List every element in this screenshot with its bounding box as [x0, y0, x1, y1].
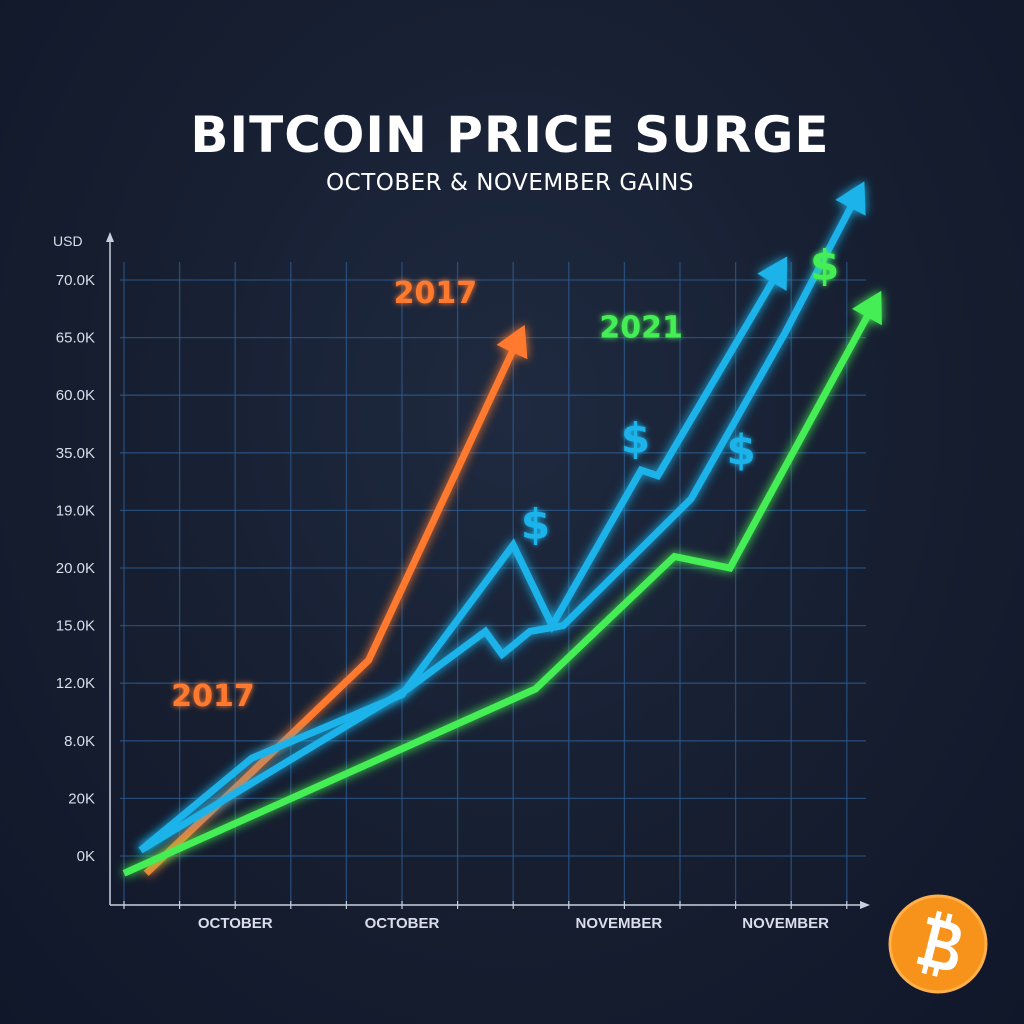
x-tick-label: OCTOBER — [365, 915, 440, 932]
y-tick-label: 35.0K — [56, 445, 95, 462]
y-tick-label: 70.0K — [56, 272, 95, 289]
x-tick-label: NOVEMBER — [575, 915, 662, 932]
bitcoin-logo-icon — [886, 892, 990, 996]
series-path — [138, 266, 784, 853]
y-axis-arrow-icon — [106, 232, 114, 242]
series-line-4 — [122, 290, 882, 877]
year-annotation: 2021 — [599, 311, 683, 346]
series-line-3 — [138, 181, 866, 854]
x-tick-labels: OCTOBER OCTOBER NOVEMBER NOVEMBER — [123, 901, 848, 932]
axes: USD — [53, 232, 870, 909]
y-tick-label: 20.0K — [56, 560, 95, 577]
dollar-sign-annotation: $ — [810, 241, 839, 290]
series-path — [138, 191, 862, 854]
dollar-sign-annotation: $ — [727, 425, 756, 474]
x-axis-arrow-icon — [860, 901, 870, 909]
y-tick-label: 60.0K — [56, 387, 95, 404]
x-tick-label: NOVEMBER — [742, 915, 829, 932]
x-tick-label: OCTOBER — [198, 915, 273, 932]
series-line-2 — [138, 256, 788, 853]
y-tick-label: 65.0K — [56, 330, 95, 347]
y-tick-label: 12.0K — [56, 675, 95, 692]
grid — [120, 262, 866, 905]
y-tick-label: 8.0K — [64, 733, 95, 750]
dollar-sign-annotation: $ — [521, 500, 550, 549]
year-annotation: 2017 — [171, 679, 255, 714]
y-axis-unit-label: USD — [53, 233, 83, 249]
arrowhead-icon — [835, 181, 866, 216]
annotations: 2017 2021 2017 $ $ $ $ — [171, 241, 839, 714]
series-path — [143, 336, 522, 876]
arrowhead-icon — [496, 324, 528, 360]
series-lines — [122, 181, 882, 877]
y-tick-label: 0K — [77, 848, 95, 865]
y-tick-labels: 70.0K 65.0K 60.0K 35.0K 19.0K 20.0K 15.0K 12.0K… — [56, 272, 95, 865]
dollar-sign-annotation: $ — [621, 414, 650, 463]
y-tick-label: 15.0K — [56, 618, 95, 635]
series-path — [122, 301, 878, 877]
arrowhead-icon — [852, 290, 882, 326]
chart-subtitle: OCTOBER & NOVEMBER GAINS — [326, 170, 694, 196]
y-tick-label: 19.0K — [56, 502, 95, 519]
year-annotation: 2017 — [394, 276, 478, 311]
arrowhead-icon — [757, 256, 788, 291]
y-tick-label: 20K — [68, 790, 95, 807]
chart-title: BITCOIN PRICE SURGE — [190, 106, 829, 164]
